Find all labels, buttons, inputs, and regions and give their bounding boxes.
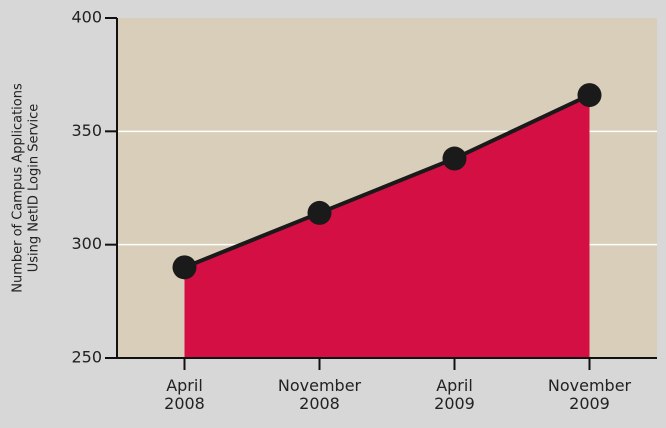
x-tick-label: November 2009: [548, 376, 632, 413]
x-tick-label: April 2008: [164, 376, 205, 413]
y-axis-label: Number of Campus Applications: [11, 83, 26, 293]
area: [184, 95, 590, 359]
y-tick-label: 400: [71, 8, 102, 27]
marker: [307, 200, 332, 225]
x-tick-label: April 2009: [434, 376, 475, 413]
marker: [172, 255, 197, 280]
x-tick-label: November 2008: [278, 376, 362, 413]
marker: [577, 83, 602, 108]
y-axis-label: Using NetID Login Service: [27, 104, 42, 273]
marker: [442, 146, 467, 171]
y-tick-label: 300: [71, 234, 102, 253]
y-tick-label: 250: [71, 348, 102, 367]
y-tick-label: 350: [71, 121, 102, 140]
line: [183, 93, 591, 270]
